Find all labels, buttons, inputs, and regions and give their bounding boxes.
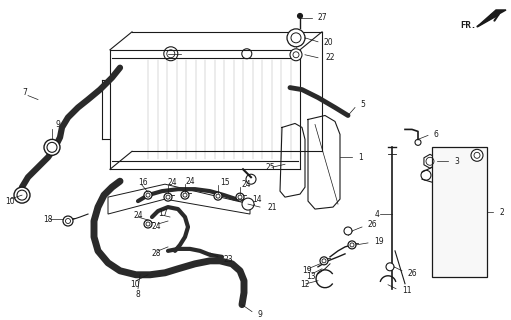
Circle shape bbox=[297, 13, 303, 19]
Text: 10: 10 bbox=[130, 280, 140, 289]
Text: 15: 15 bbox=[220, 178, 229, 187]
Text: 5: 5 bbox=[360, 100, 365, 109]
Circle shape bbox=[63, 216, 73, 226]
Circle shape bbox=[290, 49, 302, 61]
Text: 8: 8 bbox=[135, 290, 140, 299]
Text: 9: 9 bbox=[55, 120, 60, 129]
Text: 20: 20 bbox=[324, 38, 334, 47]
Text: 21: 21 bbox=[268, 203, 277, 212]
Circle shape bbox=[144, 191, 152, 199]
Text: 14: 14 bbox=[252, 195, 262, 204]
Circle shape bbox=[471, 149, 483, 161]
Text: 28: 28 bbox=[152, 249, 161, 258]
Bar bbox=[432, 147, 487, 277]
Text: 12: 12 bbox=[300, 280, 310, 289]
Circle shape bbox=[236, 193, 244, 201]
Text: 19: 19 bbox=[302, 266, 312, 275]
Text: 24: 24 bbox=[185, 177, 195, 186]
Text: 16: 16 bbox=[138, 178, 148, 187]
Text: 9: 9 bbox=[258, 310, 263, 319]
Text: 2: 2 bbox=[499, 208, 504, 217]
Circle shape bbox=[348, 241, 356, 249]
Text: 17: 17 bbox=[158, 209, 168, 218]
Text: 24: 24 bbox=[152, 222, 161, 231]
Text: 26: 26 bbox=[408, 269, 417, 278]
Text: 27: 27 bbox=[318, 13, 328, 22]
Text: 26: 26 bbox=[368, 220, 378, 228]
Polygon shape bbox=[478, 10, 506, 26]
Circle shape bbox=[144, 220, 152, 228]
Text: 7: 7 bbox=[22, 88, 27, 97]
Circle shape bbox=[181, 191, 189, 199]
Text: 23: 23 bbox=[224, 255, 234, 264]
Text: 22: 22 bbox=[325, 53, 335, 62]
Text: 24: 24 bbox=[168, 178, 178, 187]
Text: 3: 3 bbox=[454, 157, 459, 166]
Text: 4: 4 bbox=[375, 210, 380, 219]
Text: 11: 11 bbox=[402, 286, 411, 295]
Circle shape bbox=[44, 140, 60, 155]
Text: 24: 24 bbox=[242, 180, 251, 189]
Text: 25: 25 bbox=[266, 163, 275, 172]
Circle shape bbox=[214, 192, 222, 200]
Circle shape bbox=[242, 198, 254, 210]
Text: FR.: FR. bbox=[460, 21, 476, 30]
Circle shape bbox=[14, 187, 30, 203]
Circle shape bbox=[344, 227, 352, 235]
Text: 19: 19 bbox=[374, 237, 384, 246]
Circle shape bbox=[164, 193, 172, 201]
Circle shape bbox=[386, 263, 394, 271]
Circle shape bbox=[287, 29, 305, 47]
Text: 10: 10 bbox=[5, 196, 15, 206]
Text: 13: 13 bbox=[306, 272, 316, 281]
Text: 18: 18 bbox=[43, 214, 53, 224]
Text: 24: 24 bbox=[133, 211, 143, 220]
Text: 6: 6 bbox=[434, 130, 439, 139]
Circle shape bbox=[320, 257, 328, 265]
Text: 1: 1 bbox=[358, 153, 363, 162]
